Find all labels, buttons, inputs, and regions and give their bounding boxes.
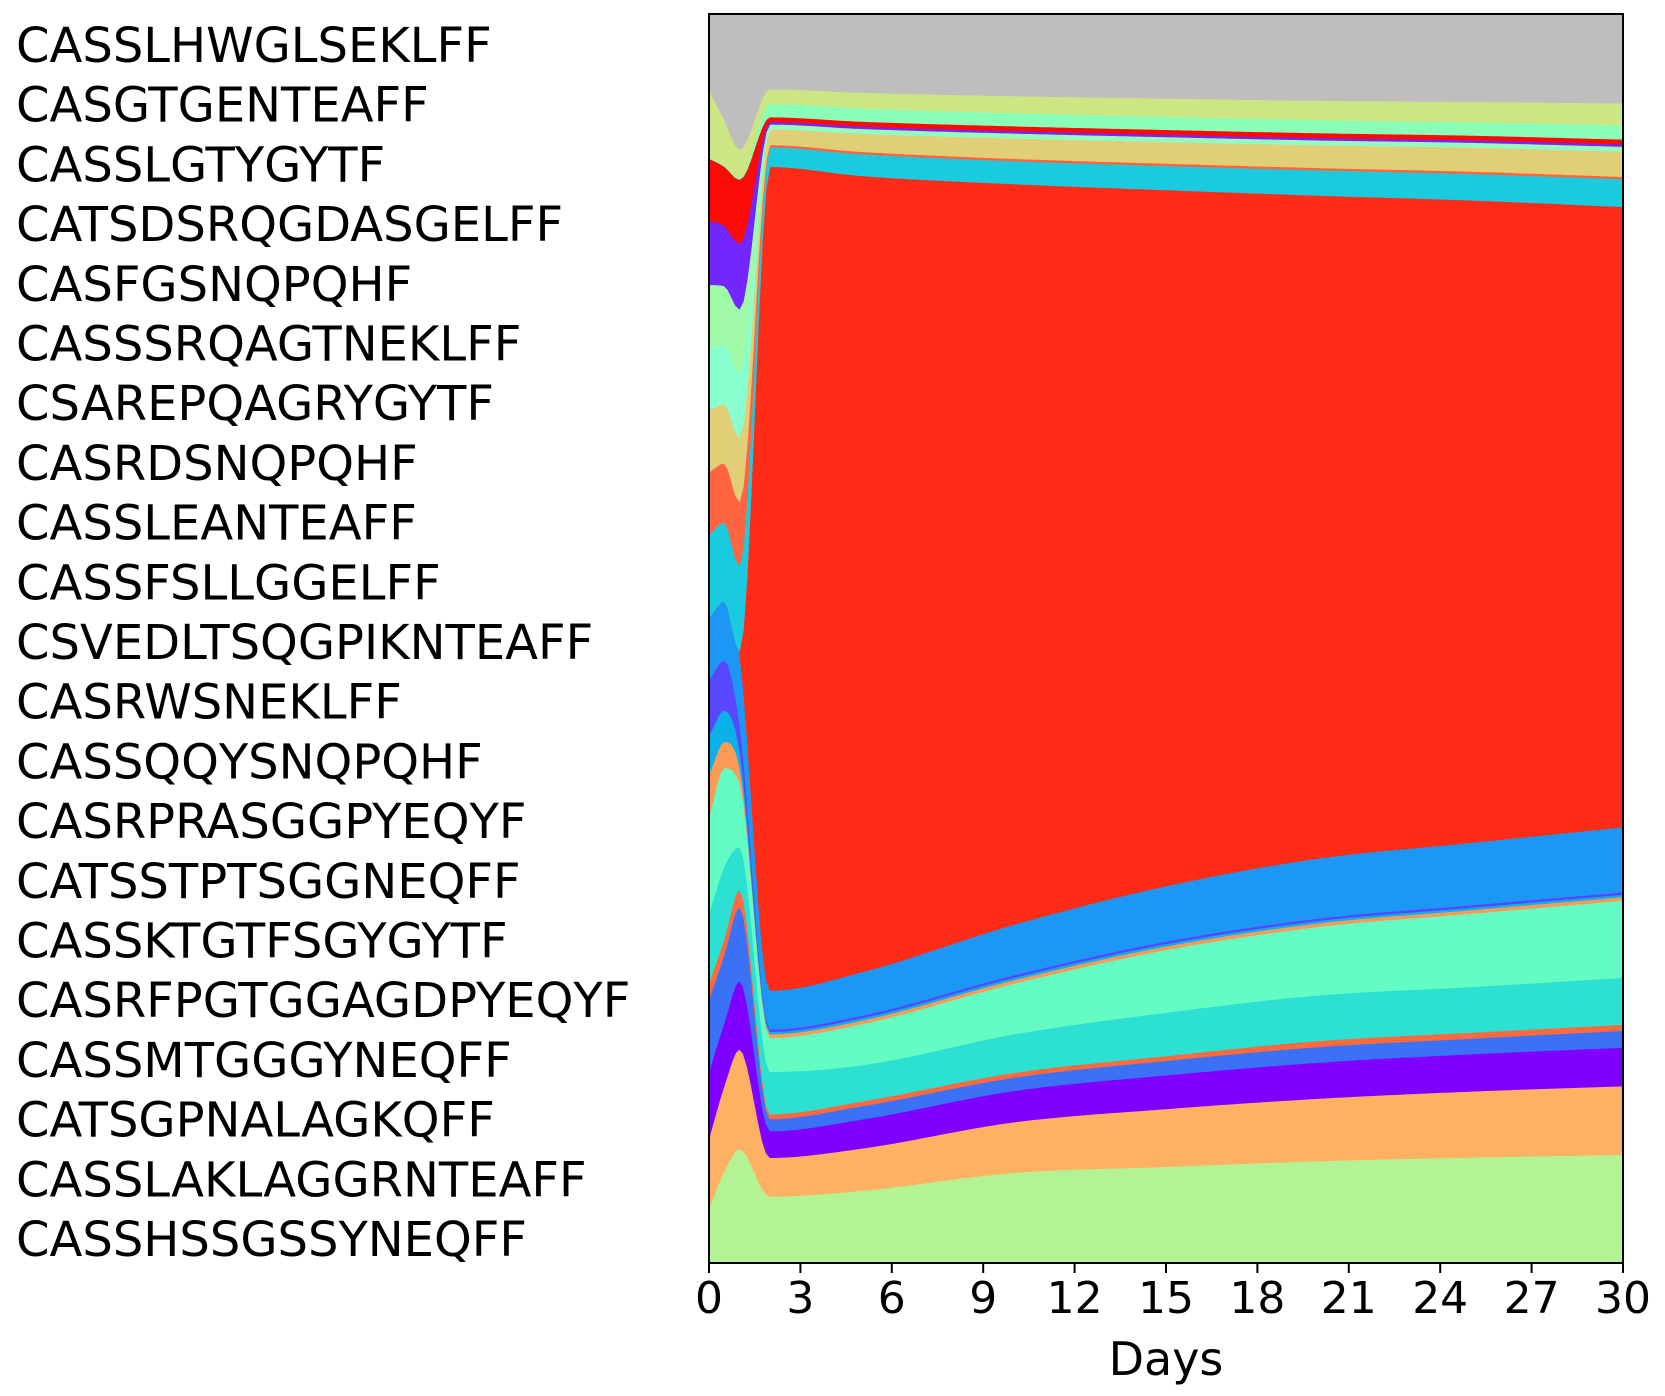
legend-label: CASSFSLLGGELFF: [16, 555, 441, 611]
legend-label: CASSQQYSNQPQHF: [16, 734, 483, 790]
legend-label: CASGTGENTEAFF: [16, 78, 429, 134]
legend-label: CASSLEANTEAFF: [16, 496, 417, 552]
legend-label: CASFGSNQPQHF: [16, 257, 412, 313]
legend-label: CASRWSNEKLFF: [16, 675, 402, 731]
legend-label: CASSLGTYGYTF: [16, 137, 385, 193]
legend-label: CASSHSSGSSYNEQFF: [16, 1212, 527, 1268]
x-tick-label: 21: [1321, 1273, 1377, 1324]
x-tick-label: 30: [1595, 1273, 1651, 1324]
x-tick-label: 15: [1138, 1273, 1194, 1324]
x-axis-label: Days: [1109, 1332, 1224, 1386]
legend-label: CASRDSNQPQHF: [16, 436, 418, 492]
x-tick-label: 6: [878, 1273, 906, 1324]
legend-label: CASSSRQAGTNEKLFF: [16, 317, 521, 373]
plot-areas: [708, 13, 1624, 1264]
x-tick-label: 27: [1504, 1273, 1560, 1324]
x-tick-label: 9: [969, 1273, 997, 1324]
legend: CASSLHWGLSEKLFFCASGTGENTEAFFCASSLGTYGYTF…: [16, 18, 630, 1268]
x-tick-label: 18: [1229, 1273, 1285, 1324]
legend-label: CASRFPGTGGAGDPYEQYF: [16, 973, 630, 1029]
legend-label: CASSLAKLAGGRNTEAFF: [16, 1152, 587, 1208]
x-tick-label: 12: [1047, 1273, 1103, 1324]
x-tick-label: 24: [1412, 1273, 1468, 1324]
legend-label: CATSDSRQGDASGELFF: [16, 197, 563, 253]
legend-label: CASSKTGTFSGYGYTF: [16, 914, 508, 970]
legend-label: CASRPRASGGPYEQYF: [16, 794, 526, 850]
x-axis: 0 3 6 9 12 15 18 21 24 27 30: [695, 1263, 1651, 1324]
x-tick-label: 3: [786, 1273, 814, 1324]
legend-label: CATSSTPTSGGNEQFF: [16, 854, 521, 910]
legend-label: CASSLHWGLSEKLFF: [16, 18, 492, 74]
legend-label: CSVEDLTSQGPIKNTEAFF: [16, 615, 593, 671]
legend-label: CATSGPNALAGKQFF: [16, 1093, 495, 1149]
x-tick-label: 0: [695, 1273, 723, 1324]
legend-label: CSAREPQAGRYGYTF: [16, 376, 494, 432]
legend-label: CASSMTGGGYNEQFF: [16, 1033, 512, 1089]
